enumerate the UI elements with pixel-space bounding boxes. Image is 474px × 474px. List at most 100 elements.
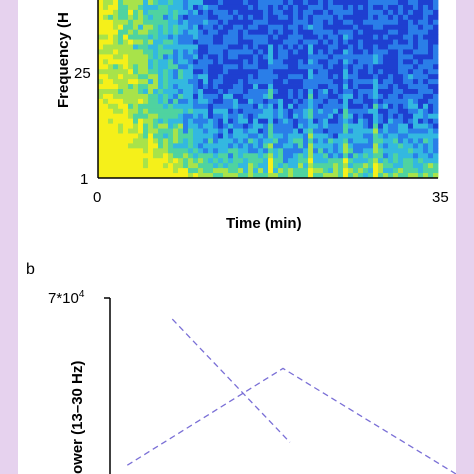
spectrogram-cell <box>223 24 229 31</box>
spectrogram-cell <box>253 128 259 134</box>
spectrogram-cell <box>148 59 154 65</box>
spectrogram-cell <box>308 74 314 80</box>
spectrogram-cell <box>223 74 229 80</box>
spectrogram-cell <box>283 93 289 100</box>
spectrogram-cell <box>153 69 159 75</box>
spectrogram-cell <box>223 19 229 26</box>
spectrogram-cell <box>143 163 149 169</box>
spectrogram-cell <box>338 168 344 174</box>
spectrogram-cell <box>408 19 414 26</box>
spectrogram-cell <box>253 39 259 45</box>
spectrogram-cell <box>343 64 349 70</box>
spectrogram-cell <box>143 98 149 105</box>
spectrogram-cell <box>328 19 334 26</box>
spectrogram-cell <box>348 98 354 105</box>
spectrogram-cell <box>138 9 144 16</box>
spectrogram-cell <box>198 128 204 134</box>
spectrogram-cell <box>428 24 434 31</box>
spectrogram-cell <box>103 44 109 50</box>
spectrogram-cell <box>253 64 259 70</box>
spectrogram-cell <box>278 153 284 159</box>
spectrogram-cell <box>318 128 324 134</box>
spectrogram-cell <box>253 173 259 179</box>
spectrogram-cell <box>343 29 349 36</box>
spectrogram-cell <box>263 128 269 134</box>
spectrogram-cell <box>313 49 319 55</box>
line-panel: 7*104 ower (13–30 Hz) <box>18 280 456 474</box>
spectrogram-cell <box>103 103 109 110</box>
spectrogram-cell <box>223 163 229 169</box>
spectrogram-cell <box>213 163 219 169</box>
spectrogram-cell <box>323 49 329 55</box>
spectrogram-cell <box>398 153 404 159</box>
spectrogram-cell <box>273 98 279 105</box>
spectrogram-cell <box>163 153 169 159</box>
spectrogram-cell <box>193 84 199 90</box>
spectrogram-cell <box>323 69 329 75</box>
spectrogram-cell <box>398 158 404 164</box>
spectrogram-cell <box>173 9 179 16</box>
spectrogram-cell <box>118 0 124 6</box>
spectrogram-cell <box>118 123 124 129</box>
spectrogram-cell <box>138 103 144 110</box>
spectrogram-cell <box>273 44 279 50</box>
spectrogram-cell <box>208 49 214 55</box>
spectrogram-cell <box>143 39 149 45</box>
spectrogram-cell <box>293 148 299 154</box>
spectrogram-cell <box>108 14 114 21</box>
spectrogram-cell <box>413 113 419 120</box>
spectrogram-cell <box>288 44 294 50</box>
spectrogram-cell <box>308 44 314 50</box>
spectrogram-cell <box>133 24 139 31</box>
spectrogram-cell <box>313 113 319 120</box>
spectrogram-cell <box>128 59 134 65</box>
spectrogram-cell <box>378 24 384 31</box>
spectrogram-cell <box>368 118 374 125</box>
spectrogram-cell <box>103 138 109 144</box>
spectrogram-svg <box>97 0 439 179</box>
spectrogram-cell <box>273 74 279 80</box>
spectrogram-cell <box>153 133 159 139</box>
spectrogram-cell <box>398 138 404 144</box>
spectrogram-cell <box>263 54 269 60</box>
spectrogram-cell <box>223 4 229 11</box>
spectrogram-cell <box>223 84 229 90</box>
spectrogram-cell <box>328 44 334 50</box>
spectrogram-cell <box>108 19 114 26</box>
spectrogram-cell <box>153 29 159 36</box>
spectrogram-cell <box>213 173 219 179</box>
spectrogram-cell <box>308 133 314 139</box>
spectrogram-cell <box>128 54 134 60</box>
spectrogram-cell <box>158 133 164 139</box>
spectrogram-cell <box>168 153 174 159</box>
spectrogram-cell <box>293 14 299 21</box>
spectrogram-cell <box>158 0 164 6</box>
spectrogram-cell <box>358 64 364 70</box>
spectrogram-cell <box>283 98 289 105</box>
spectrogram-cell <box>243 39 249 45</box>
spectrogram-cell <box>343 163 349 169</box>
spectrogram-cell <box>223 103 229 110</box>
spectrogram-cell <box>353 173 359 179</box>
spectrogram-cell <box>238 79 244 85</box>
spectrogram-cell <box>333 69 339 75</box>
spectrogram-cell <box>108 24 114 31</box>
spectrogram-cell <box>288 64 294 70</box>
spectrogram-cell <box>228 79 234 85</box>
spectrogram-cell <box>258 148 264 154</box>
spectrogram-cell <box>368 59 374 65</box>
spectrogram-cell <box>433 118 439 125</box>
spectrogram-cell <box>338 108 344 115</box>
spectrogram-cell <box>113 74 119 80</box>
spectrogram-cell <box>213 103 219 110</box>
spectrogram-cell <box>278 69 284 75</box>
spectrogram-cell <box>173 168 179 174</box>
spectrogram-cell <box>308 89 314 95</box>
spectrogram-cell <box>123 168 129 174</box>
spectrogram-cell <box>208 93 214 100</box>
spectrogram-cell <box>308 93 314 100</box>
spectrogram-cell <box>193 19 199 26</box>
spectrogram-cell <box>413 14 419 21</box>
spectrogram-cell <box>218 49 224 55</box>
spectrogram-cell <box>148 113 154 120</box>
